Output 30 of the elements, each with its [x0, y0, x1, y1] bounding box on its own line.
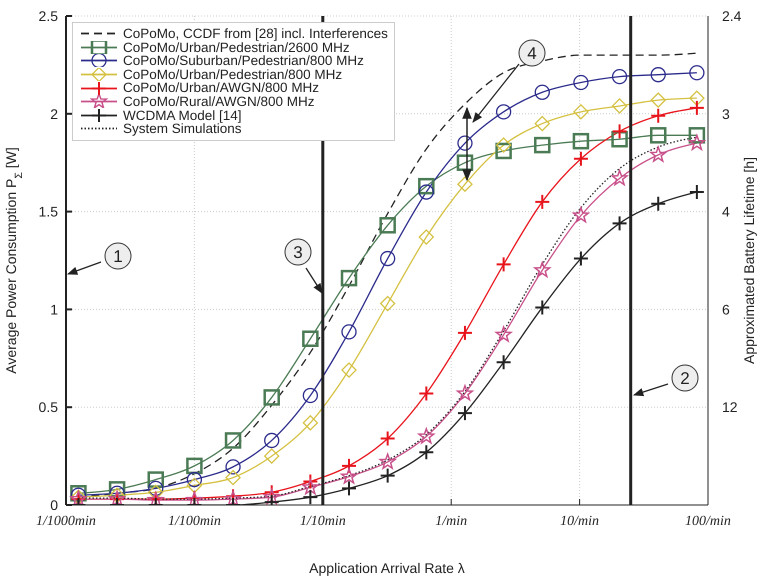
y-tick-label: 1.5 [38, 204, 58, 220]
legend-label: CoPoMo/Urban/Pedestrian/2600 MHz [123, 40, 350, 55]
annotation: 4 [527, 44, 537, 63]
text: 4 [722, 204, 730, 220]
y-tick-label: 1 [50, 301, 58, 318]
y-tick-label: 2.5 [38, 8, 58, 24]
x-axis-title: Application Arrival Rate λ [309, 560, 465, 576]
legend-label: CoPoMo/Rural/AWGN/800 MHz [123, 94, 315, 109]
text: 6 [722, 301, 730, 318]
annotation: 2 [680, 369, 690, 388]
legend-label: CoPoMo/Urban/Pedestrian/800 MHz [123, 66, 342, 82]
annotation: 1 [113, 247, 123, 266]
annotation: 3 [293, 243, 303, 262]
legend-label: CoPoMo, CCDF from [28] incl. Interferences [123, 26, 388, 41]
y2-axis-title: Approximated Battery Lifetime [h] [741, 157, 757, 364]
y-tick-label: 2 [50, 106, 58, 122]
x-tick-label: 1/1000min [36, 514, 96, 529]
y-tick-label: 0.5 [38, 399, 58, 416]
x-tick-label: 1/10min [300, 514, 346, 529]
text: 12 [722, 399, 738, 416]
x-tick-label: 1/min [435, 514, 468, 529]
x-tick-label: 100/min [685, 514, 731, 529]
legend-label: WCDMA Model [14] [123, 108, 242, 123]
legend-label: CoPoMo/Suburban/Pedestrian/800 MHz [123, 53, 364, 68]
text: 2.4 [722, 8, 742, 24]
x-tick-label: 10/min [560, 514, 600, 529]
legend-label: CoPoMo/Urban/AWGN/800 MHz [123, 80, 320, 96]
y-tick-label: 0 [50, 496, 58, 513]
x-tick-label: 1/100min [168, 514, 221, 529]
text: 3 [722, 106, 730, 122]
